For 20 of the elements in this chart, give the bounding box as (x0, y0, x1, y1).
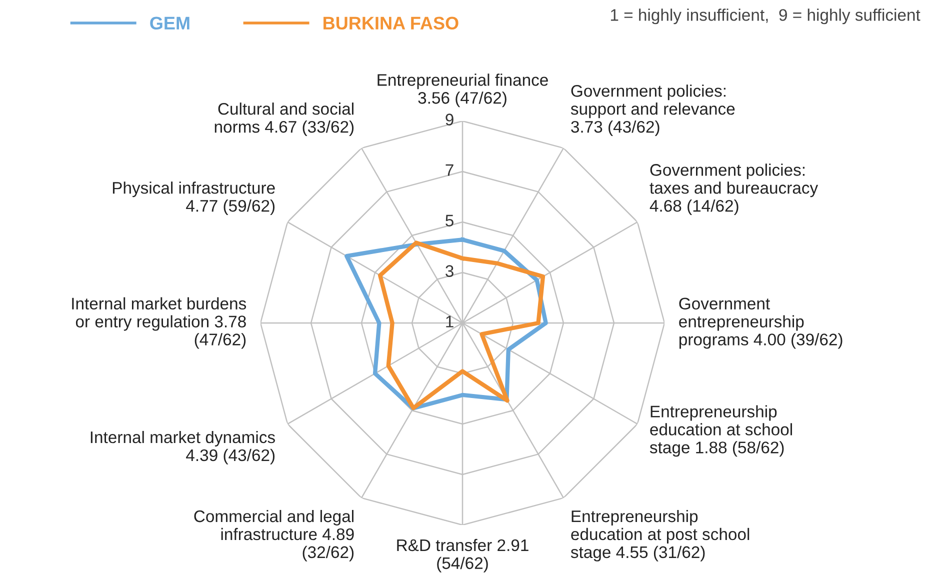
y-tick-label: 5 (446, 214, 454, 226)
spoke-label: Internal market burdens or entry regulation 3.78 (47/62) (72, 297, 246, 349)
spoke-label: R&D transfer 2.91 (54/62) (397, 538, 528, 572)
spoke-label: Cultural and social norms 4.67 (33/62) (214, 102, 354, 136)
spoke-label: Entrepreneurship education at school stage 1.88 (58/62) (650, 405, 792, 457)
y-tick-label: 9 (446, 114, 454, 126)
y-tick-label: 3 (446, 265, 454, 277)
spoke-label: Government policies: support and relevance 3.73 (43/62) (570, 84, 735, 136)
spoke-label: Government entrepreneurship programs 4.00 (39/62) (679, 298, 842, 349)
text: 1 = highly insufficient, 9 = highly sufficient (610, 8, 920, 24)
legend-label: GEM (150, 16, 190, 30)
legend-label: BURKINA FASO (324, 16, 458, 30)
spoke-label: Entrepreneurial finance 3.56 (47/62) (378, 74, 548, 108)
spoke-label: Internal market dynamics 4.39 (43/62) (90, 430, 275, 464)
y-tick-label: 7 (446, 164, 454, 176)
spoke-label: Government policies: taxes and bureaucracy 4.68 (14/62) (650, 164, 818, 216)
spoke-label: Physical infrastructure 4.77 (59/62) (112, 182, 275, 216)
spoke-label: Entrepreneurship education at post school stage 4.55 (31/62) (570, 510, 750, 562)
y-tick-label: 1 (446, 316, 454, 328)
spoke-label: Commercial and legal infrastructure 4.89 (32/62) (194, 510, 354, 562)
